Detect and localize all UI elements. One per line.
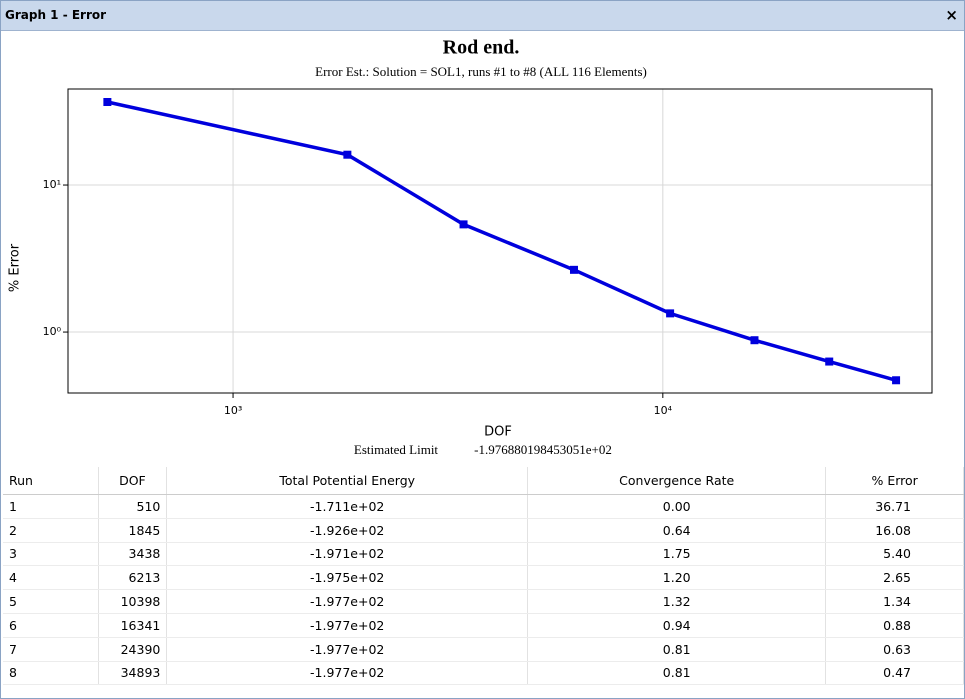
data-point [343,150,352,159]
table-cell: 10398 [98,589,168,614]
close-button[interactable]: × [945,6,958,24]
x-axis-label: DOF [484,425,512,440]
table-cell: 16341 [98,613,168,638]
table-cell: -1.977e+02 [166,661,529,686]
table-cell: 1.32 [527,589,827,614]
table-cell: 5 [3,589,99,614]
table-cell: 5.40 [825,542,964,567]
table-cell: 1 [3,494,99,519]
column-header: Run [3,467,99,495]
table-cell: 34893 [98,661,168,686]
chart-title: Rod end. [443,37,520,59]
table-cell: 0.81 [527,637,827,662]
data-point [892,376,901,385]
table-cell: -1.926e+02 [166,518,529,543]
chart: Rod end. Error Est.: Solution = SOL1, ru… [8,37,933,457]
table-cell: 8 [3,661,99,686]
y-axis-label: % Error [8,243,23,292]
window-title: Graph 1 - Error [5,8,107,22]
table-row: 7 24390 -1.977e+02 0.81 0.63 [3,637,964,662]
table-row: 4 6213 -1.975e+02 1.20 2.65 [3,565,964,591]
data-point [569,265,578,274]
table-cell: 24390 [98,637,168,662]
data-point [825,357,834,366]
table-row: 1 510 -1.711e+02 0.00 36.71 [3,494,964,519]
table-cell: 0.81 [527,661,827,686]
data-point [103,98,112,107]
table-row: 8 34893 -1.977e+02 0.81 0.47 [3,661,964,686]
column-header: DOF [98,467,168,495]
table-cell: -1.977e+02 [166,637,529,662]
table-cell: 0.64 [527,518,827,543]
table-cell: 0.88 [825,613,964,638]
table-cell: -1.711e+02 [166,494,529,519]
header-row: Run DOF Total Potential Energy Convergence … [3,467,964,495]
table-cell: 2 [3,518,99,543]
table-cell: 4 [3,565,99,591]
table-cell: 1.75 [527,542,827,567]
results-table: Run DOF Total Potential Energy Convergence … [3,467,964,686]
table-cell: -1.975e+02 [166,565,529,591]
table-cell: 3 [3,542,99,567]
x-tick-label: 10⁴ [654,404,673,417]
table-cell: -1.977e+02 [166,613,529,638]
table-cell: 7 [3,637,99,662]
data-point [666,309,675,318]
data-line [106,100,897,382]
data-point [750,336,759,345]
y-tick-label: 10⁰ [43,325,62,338]
table-cell: 6213 [98,565,168,591]
x-tick-label: 10³ [224,404,242,417]
table-cell: 0.94 [527,613,827,638]
table-cell: 0.00 [527,494,827,519]
table-cell: -1.971e+02 [166,542,529,567]
title-bar: Graph 1 - Error × [1,1,964,31]
y-tick-label: 10¹ [43,178,61,191]
table-cell: 0.63 [825,637,964,662]
table-cell: 3438 [98,542,168,567]
estimated-limit-label: Estimated Limit [354,442,439,457]
chart-subtitle: Error Est.: Solution = SOL1, runs #1 to … [315,64,647,79]
table-row: 2 1845 -1.926e+02 0.64 16.08 [3,518,964,543]
table-row: 5 10398 -1.977e+02 1.32 1.34 [3,589,964,614]
table-row: 6 16341 -1.977e+02 0.94 0.88 [3,613,964,638]
table-cell: -1.977e+02 [166,589,529,614]
table-cell: 1.20 [527,565,827,591]
table-row: 3 3438 -1.971e+02 1.75 5.40 [3,542,964,567]
table-cell: 1845 [98,518,168,543]
estimated-limit-value: -1.976880198453051e+02 [474,442,612,457]
data-point [459,220,468,229]
column-header: % Error [825,467,964,495]
table-cell: 16.08 [825,518,964,543]
table-cell: 510 [98,494,168,519]
table-cell: 1.34 [825,589,964,614]
table-cell: 0.47 [825,661,964,686]
column-header: Total Potential Energy [166,467,529,495]
table-cell: 6 [3,613,99,638]
table-cell: 2.65 [825,565,964,591]
plot-border [67,88,933,394]
column-header: Convergence Rate [527,467,827,495]
table-cell: 36.71 [825,494,964,519]
